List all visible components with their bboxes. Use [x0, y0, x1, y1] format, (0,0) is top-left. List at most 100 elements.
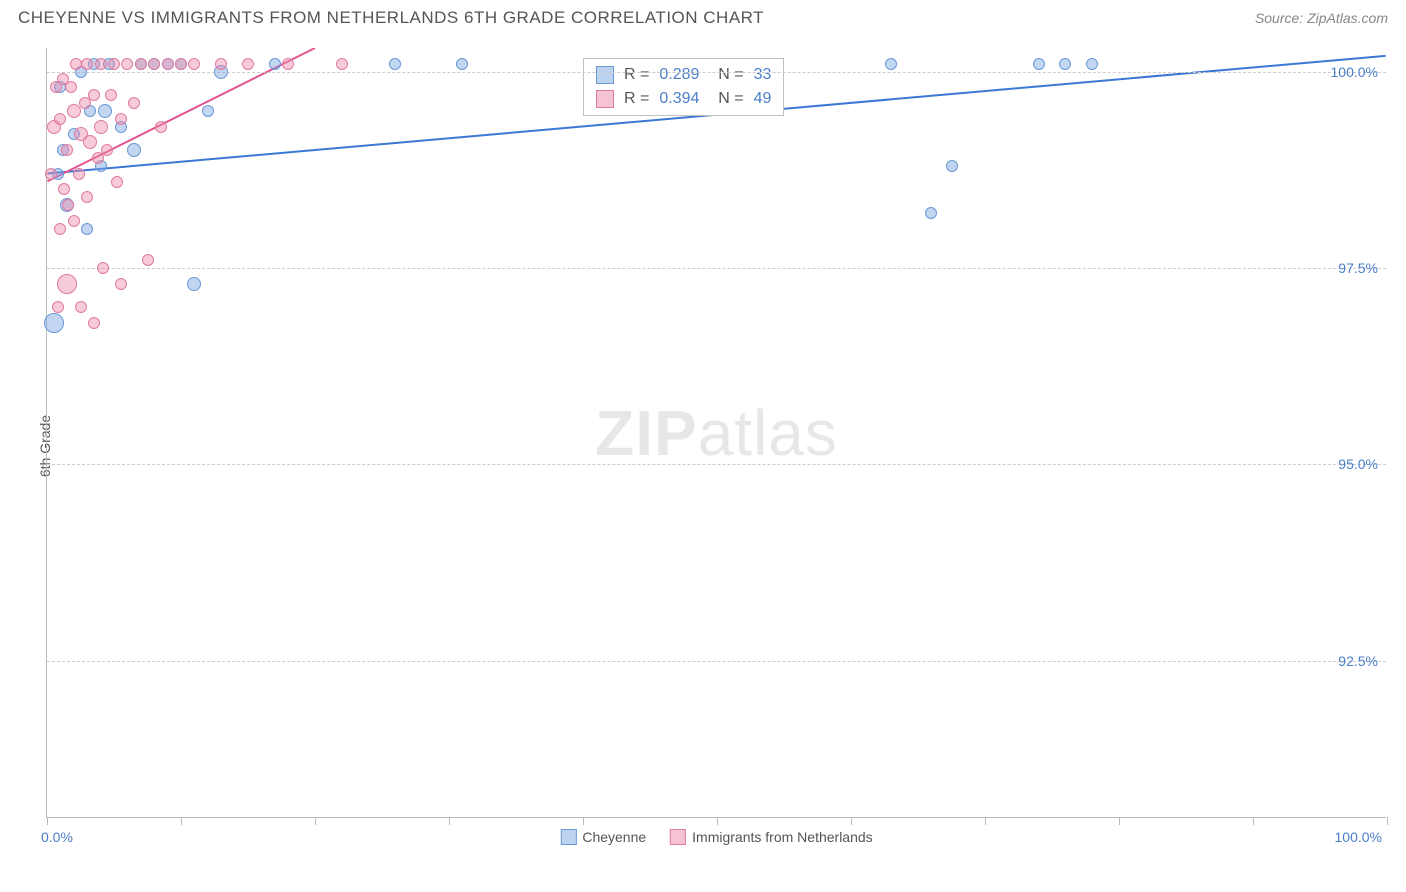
scatter-point: [62, 199, 74, 211]
gridline-h: [47, 464, 1386, 465]
scatter-point: [202, 105, 214, 117]
x-tick: [851, 817, 852, 825]
stats-swatch: [596, 66, 614, 84]
scatter-point: [925, 207, 937, 219]
scatter-point: [101, 144, 113, 156]
watermark: ZIPatlas: [595, 396, 838, 470]
scatter-point: [1033, 58, 1045, 70]
legend-swatch: [560, 829, 576, 845]
stats-n-label: N =: [709, 87, 743, 111]
scatter-point: [105, 89, 117, 101]
scatter-point: [269, 58, 281, 70]
gridline-h: [47, 72, 1386, 73]
stats-swatch: [596, 90, 614, 108]
source-label: Source: ZipAtlas.com: [1255, 10, 1388, 26]
x-tick: [985, 817, 986, 825]
stats-box: R = 0.289 N = 33R = 0.394 N = 49: [583, 58, 784, 116]
scatter-point: [148, 58, 160, 70]
scatter-point: [389, 58, 401, 70]
scatter-point: [155, 121, 167, 133]
scatter-point: [135, 58, 147, 70]
scatter-point: [121, 58, 133, 70]
scatter-point: [162, 58, 174, 70]
scatter-point: [98, 104, 112, 118]
legend-item: Cheyenne: [560, 829, 646, 845]
scatter-point: [61, 144, 73, 156]
legend-item: Immigrants from Netherlands: [670, 829, 873, 845]
trend-lines: [47, 48, 1386, 817]
scatter-point: [128, 97, 140, 109]
scatter-point: [142, 254, 154, 266]
scatter-point: [127, 143, 141, 157]
scatter-point: [54, 223, 66, 235]
x-tick: [181, 817, 182, 825]
x-tick: [315, 817, 316, 825]
scatter-point: [81, 223, 93, 235]
scatter-point: [75, 301, 87, 313]
scatter-point: [115, 278, 127, 290]
scatter-point: [54, 113, 66, 125]
y-tick-label: 100.0%: [1331, 64, 1388, 80]
scatter-point: [57, 274, 77, 294]
watermark-bold: ZIP: [595, 397, 698, 469]
stats-row: R = 0.394 N = 49: [596, 87, 771, 111]
scatter-point: [187, 277, 201, 291]
scatter-point: [946, 160, 958, 172]
scatter-point: [81, 58, 93, 70]
scatter-point: [1086, 58, 1098, 70]
legend-label: Immigrants from Netherlands: [692, 829, 873, 845]
scatter-point: [115, 113, 127, 125]
x-tick: [1253, 817, 1254, 825]
scatter-point: [45, 168, 57, 180]
gridline-h: [47, 268, 1386, 269]
scatter-point: [58, 183, 70, 195]
scatter-point: [242, 58, 254, 70]
scatter-point: [456, 58, 468, 70]
scatter-point: [885, 58, 897, 70]
stats-n-value: 49: [754, 87, 772, 111]
scatter-point: [88, 89, 100, 101]
stats-n-label: N =: [709, 63, 743, 87]
scatter-point: [65, 81, 77, 93]
x-tick: [1119, 817, 1120, 825]
x-tick: [47, 817, 48, 825]
gridline-h: [47, 661, 1386, 662]
scatter-point: [188, 58, 200, 70]
stats-r-value: 0.289: [659, 63, 699, 87]
scatter-point: [52, 301, 64, 313]
title-bar: CHEYENNE VS IMMIGRANTS FROM NETHERLANDS …: [0, 0, 1406, 36]
scatter-point: [97, 262, 109, 274]
stats-row: R = 0.289 N = 33: [596, 63, 771, 87]
y-tick-label: 92.5%: [1338, 653, 1388, 669]
x-tick: [583, 817, 584, 825]
x-tick: [449, 817, 450, 825]
scatter-point: [73, 168, 85, 180]
x-tick: [717, 817, 718, 825]
scatter-point: [282, 58, 294, 70]
stats-n-value: 33: [754, 63, 772, 87]
legend-label: Cheyenne: [582, 829, 646, 845]
scatter-point: [175, 58, 187, 70]
scatter-point: [88, 317, 100, 329]
stats-r-value: 0.394: [659, 87, 699, 111]
legend-swatch: [670, 829, 686, 845]
scatter-point: [215, 58, 227, 70]
scatter-point: [68, 215, 80, 227]
chart-title: CHEYENNE VS IMMIGRANTS FROM NETHERLANDS …: [18, 8, 764, 28]
legend: Cheyenne Immigrants from Netherlands: [560, 829, 872, 845]
y-tick-label: 97.5%: [1338, 260, 1388, 276]
scatter-point: [94, 120, 108, 134]
scatter-point: [111, 176, 123, 188]
x-axis-max-label: 100.0%: [1335, 829, 1382, 845]
scatter-point: [83, 135, 97, 149]
scatter-point: [95, 58, 107, 70]
stats-r-label: R =: [624, 87, 649, 111]
x-axis-min-label: 0.0%: [41, 829, 73, 845]
chart-area: ZIPatlas R = 0.289 N = 33R = 0.394 N = 4…: [46, 48, 1386, 818]
scatter-point: [44, 313, 64, 333]
scatter-point: [81, 191, 93, 203]
scatter-point: [336, 58, 348, 70]
stats-r-label: R =: [624, 63, 649, 87]
x-tick: [1387, 817, 1388, 825]
y-tick-label: 95.0%: [1338, 456, 1388, 472]
